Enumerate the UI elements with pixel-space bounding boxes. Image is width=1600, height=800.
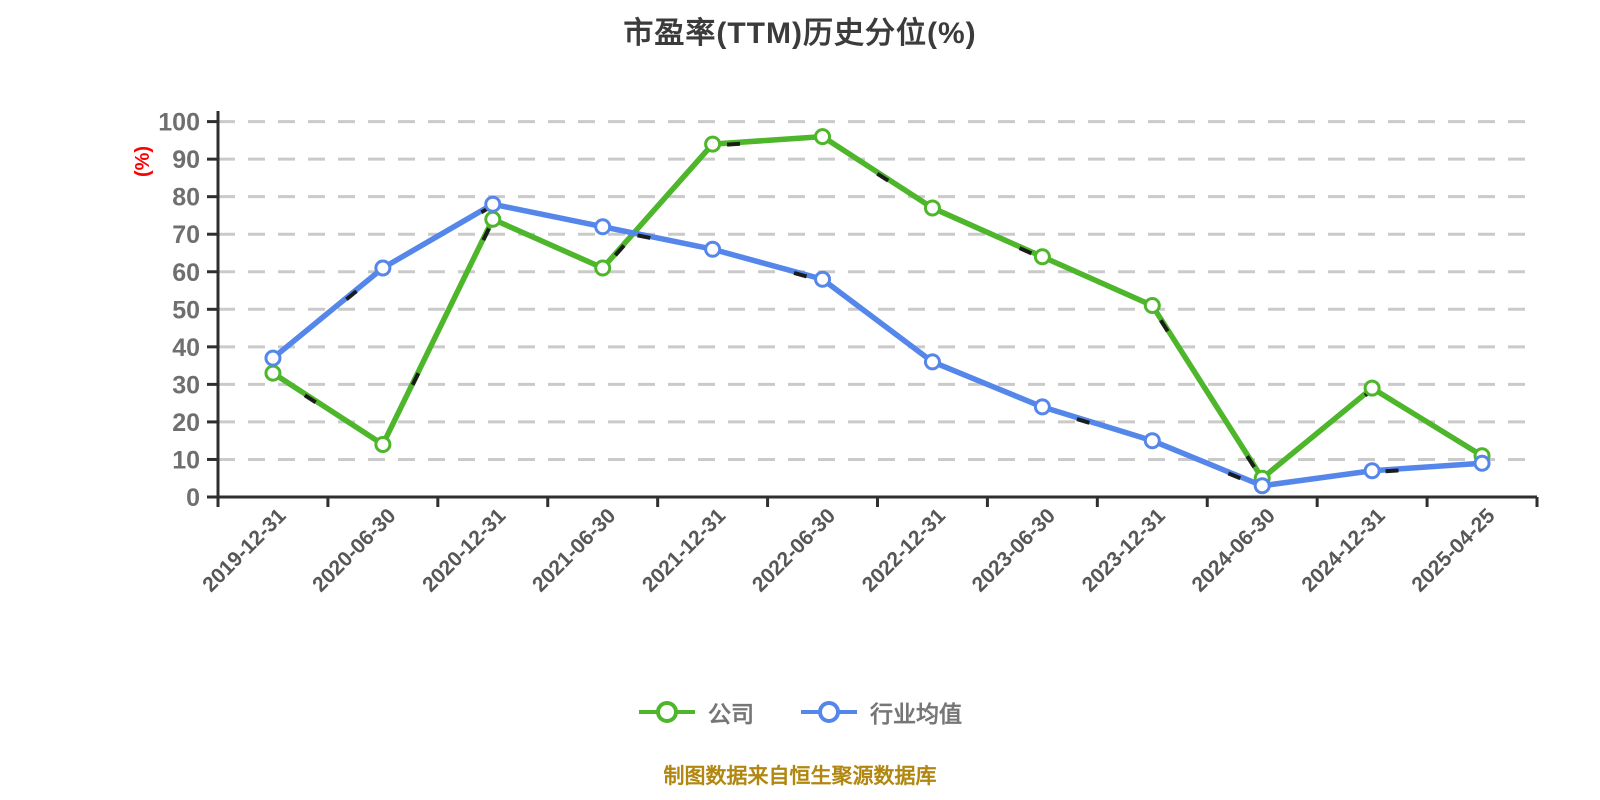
legend-label-industry-average: 行业均值: [870, 701, 962, 727]
x-tick-label-2024-06-30: 2024-06-30: [1188, 504, 1280, 596]
legend-item-industry-average[interactable]: 行业均值: [800, 695, 962, 729]
data-point-行业均值-2020-06-30[interactable]: [374, 259, 392, 277]
y-tick-label-90: 90: [172, 146, 200, 174]
x-tick-label-2021-06-30: 2021-06-30: [528, 504, 620, 596]
x-tick-label-2022-12-31: 2022-12-31: [858, 504, 950, 596]
x-tick-label-2025-04-25: 2025-04-25: [1407, 504, 1499, 596]
data-point-行业均值-2023-12-31[interactable]: [1143, 432, 1161, 450]
series-line-公司: [270, 133, 1485, 481]
data-point-公司-2022-12-31[interactable]: [923, 199, 941, 217]
data-point-行业均值-2024-12-31[interactable]: [1363, 462, 1381, 480]
y-tick-label-50: 50: [172, 296, 200, 324]
series-dash-overlay-公司: [271, 136, 1484, 483]
data-point-行业均值-2020-12-31[interactable]: [484, 195, 502, 213]
data-point-行业均值-2025-04-25[interactable]: [1473, 454, 1491, 472]
chart-legend: 公司 行业均值: [0, 695, 1600, 729]
data-point-行业均值-2022-12-31[interactable]: [923, 353, 941, 371]
y-tick-label-70: 70: [172, 221, 200, 249]
data-point-行业均值-2019-12-31[interactable]: [264, 349, 282, 367]
y-tick-label-40: 40: [172, 334, 200, 362]
x-tick-label-2019-12-31: 2019-12-31: [198, 504, 290, 596]
x-tick-label-2024-12-31: 2024-12-31: [1297, 504, 1389, 596]
data-point-公司-2021-06-30[interactable]: [594, 259, 612, 277]
company-line-marker-icon: [639, 701, 695, 723]
y-tick-label-60: 60: [172, 259, 200, 287]
data-point-行业均值-2022-06-30[interactable]: [814, 270, 832, 288]
y-tick-label-100: 100: [158, 109, 200, 137]
data-source-note: 制图数据来自恒生聚源数据库: [663, 765, 937, 788]
y-tick-label-0: 0: [186, 484, 200, 512]
x-tick-label-2021-12-31: 2021-12-31: [638, 504, 730, 596]
data-point-公司-2022-06-30[interactable]: [814, 128, 832, 146]
industry-average-line-marker-icon: [801, 701, 857, 723]
legend-label-company: 公司: [708, 701, 754, 727]
data-point-行业均值-2023-06-30[interactable]: [1033, 398, 1051, 416]
data-point-行业均值-2021-12-31[interactable]: [704, 240, 722, 258]
data-point-行业均值-2024-06-30[interactable]: [1253, 477, 1271, 495]
x-tick-label-2020-06-30: 2020-06-30: [308, 504, 400, 596]
data-point-公司-2023-12-31[interactable]: [1143, 297, 1161, 315]
series-line-行业均值: [270, 201, 1485, 489]
data-point-公司-2021-12-31[interactable]: [704, 135, 722, 153]
data-point-公司-2020-06-30[interactable]: [374, 435, 392, 453]
data-point-行业均值-2021-06-30[interactable]: [594, 218, 612, 236]
chart-title: 市盈率(TTM)历史分位(%): [623, 17, 977, 50]
y-tick-label-10: 10: [172, 446, 200, 474]
data-point-公司-2024-12-31[interactable]: [1363, 379, 1381, 397]
legend-item-company[interactable]: 公司: [638, 695, 754, 729]
x-tick-label-2023-06-30: 2023-06-30: [968, 504, 1060, 596]
y-tick-label-20: 20: [172, 409, 200, 437]
data-point-公司-2019-12-31[interactable]: [264, 364, 282, 382]
x-tick-label-2022-06-30: 2022-06-30: [748, 504, 840, 596]
x-tick-label-2020-12-31: 2020-12-31: [418, 504, 510, 596]
y-tick-label-30: 30: [172, 371, 200, 399]
data-point-公司-2020-12-31[interactable]: [484, 210, 502, 228]
y-tick-label-80: 80: [172, 184, 200, 212]
x-tick-label-2023-12-31: 2023-12-31: [1078, 504, 1170, 596]
data-point-公司-2023-06-30[interactable]: [1033, 248, 1051, 266]
